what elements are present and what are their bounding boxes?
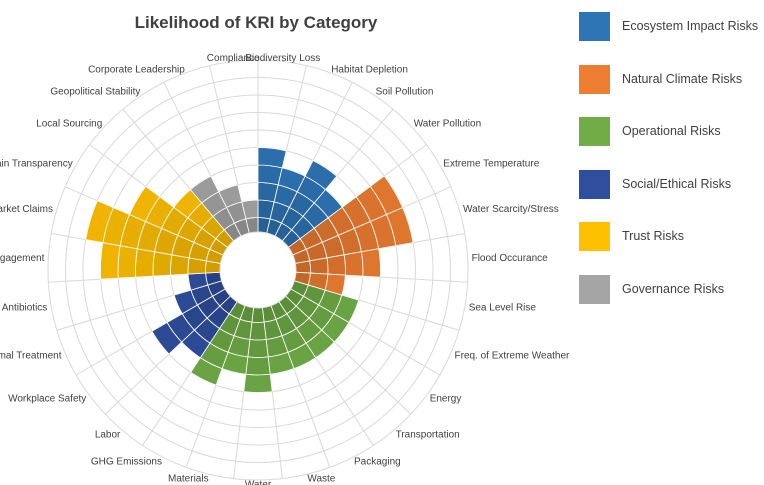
category-label: Extreme Temperature bbox=[443, 159, 539, 170]
legend-swatch-climate bbox=[579, 64, 610, 94]
bar-compliance bbox=[241, 199, 259, 237]
legend-item-social: Social/Ethical Risks bbox=[575, 168, 760, 221]
category-label: Supply Chain Transparency bbox=[0, 159, 73, 170]
legend-item-ecosystem: Ecosystem Impact Risks bbox=[575, 10, 760, 63]
bar-segment bbox=[241, 199, 259, 220]
category-labels: Biodiversity Loss Habitat Depletion Soil P… bbox=[0, 53, 570, 485]
category-label: Sea Level Rise bbox=[469, 303, 537, 314]
chart-title: Likelihood of KRI by Category bbox=[135, 13, 378, 32]
chart-center-hole bbox=[219, 231, 297, 309]
bar-segment bbox=[257, 147, 287, 169]
legend-item-operational: Operational Risks bbox=[575, 115, 760, 168]
category-label: Habitat Depletion bbox=[331, 64, 408, 75]
bar-segment bbox=[170, 254, 190, 276]
legend-label-climate: Natural Climate Risks bbox=[622, 71, 743, 86]
legend-item-climate: Natural Climate Risks bbox=[575, 63, 760, 116]
category-label: Energy bbox=[430, 393, 462, 404]
bar-water-scarcity-stress bbox=[289, 207, 414, 265]
category-label: Waste bbox=[307, 474, 335, 485]
category-label: Corporate Leadership bbox=[88, 64, 185, 75]
bar-segment bbox=[343, 251, 364, 277]
legend-label-governance: Governance Risks bbox=[622, 281, 725, 296]
bar-segment bbox=[360, 248, 381, 278]
category-label: Freq. of Extreme Weather bbox=[455, 350, 571, 361]
category-label: GHG Emissions bbox=[91, 457, 162, 468]
category-label: Workplace Safety bbox=[8, 393, 86, 404]
legend-swatch-governance bbox=[579, 274, 610, 304]
bar-water bbox=[243, 304, 273, 393]
bar-segment bbox=[151, 321, 183, 355]
bar-freq-of-extreme-weather bbox=[287, 279, 360, 324]
category-label: Antibiotics bbox=[2, 303, 48, 314]
legend-swatch-ecosystem bbox=[579, 12, 610, 41]
bar-segment bbox=[128, 185, 161, 223]
category-label: Biodiversity Loss bbox=[245, 53, 320, 64]
category-label: Compliance bbox=[207, 53, 260, 64]
category-label: Market Claims bbox=[0, 204, 53, 215]
bar-habitat-depletion bbox=[265, 167, 306, 240]
legend-item-governance: Governance Risks bbox=[575, 273, 760, 326]
bar-segment bbox=[152, 251, 173, 277]
legend-swatch-operational bbox=[579, 117, 610, 146]
legend-label-ecosystem: Ecosystem Impact Risks bbox=[622, 19, 759, 33]
category-label: Local Sourcing bbox=[36, 119, 102, 130]
category-label: Labor bbox=[95, 429, 121, 440]
bar-market-claims bbox=[85, 200, 227, 265]
bar-labor bbox=[181, 293, 240, 359]
bar-waste bbox=[261, 302, 295, 375]
bar-sea-level-rise bbox=[291, 271, 346, 296]
bar-supply-chain-transparency bbox=[128, 185, 231, 257]
bar-segment bbox=[100, 242, 121, 280]
bar-segment bbox=[326, 254, 346, 276]
category-label: Animal Treatment bbox=[0, 350, 62, 361]
legend-swatch-trust bbox=[579, 222, 610, 251]
category-label: Water Pollution bbox=[414, 119, 481, 130]
bar-segment bbox=[117, 245, 138, 279]
bar-segment bbox=[85, 200, 114, 244]
category-label: Soil Pollution bbox=[376, 87, 434, 98]
bar-soil-pollution bbox=[273, 159, 338, 244]
bar-segment bbox=[245, 356, 271, 376]
legend-swatch-social bbox=[579, 169, 610, 199]
category-label: Water bbox=[245, 480, 272, 485]
legend-label-operational: Operational Risks bbox=[622, 124, 721, 138]
category-label: Materials bbox=[168, 474, 209, 485]
category-label: Water Scarcity/Stress bbox=[463, 204, 559, 215]
legend-item-trust: Trust Risks bbox=[575, 220, 760, 273]
chart-legend: Ecosystem Impact Risks Natural Climate R… bbox=[575, 10, 760, 325]
category-label: Engagement bbox=[0, 253, 45, 264]
bar-segment bbox=[309, 257, 329, 275]
chart-bars bbox=[85, 147, 414, 393]
bar-segment bbox=[249, 321, 267, 341]
bar-segment bbox=[386, 207, 414, 247]
category-label: Packaging bbox=[354, 457, 401, 468]
bar-segment bbox=[243, 373, 273, 393]
category-label: Geopolitical Stability bbox=[50, 87, 140, 98]
category-label: Flood Occurance bbox=[472, 253, 549, 264]
bar-segment bbox=[247, 339, 269, 358]
category-label: Transportation bbox=[396, 429, 460, 440]
legend-label-social: Social/Ethical Risks bbox=[622, 176, 732, 191]
bar-segment bbox=[135, 248, 156, 278]
legend-label-trust: Trust Risks bbox=[622, 229, 685, 243]
